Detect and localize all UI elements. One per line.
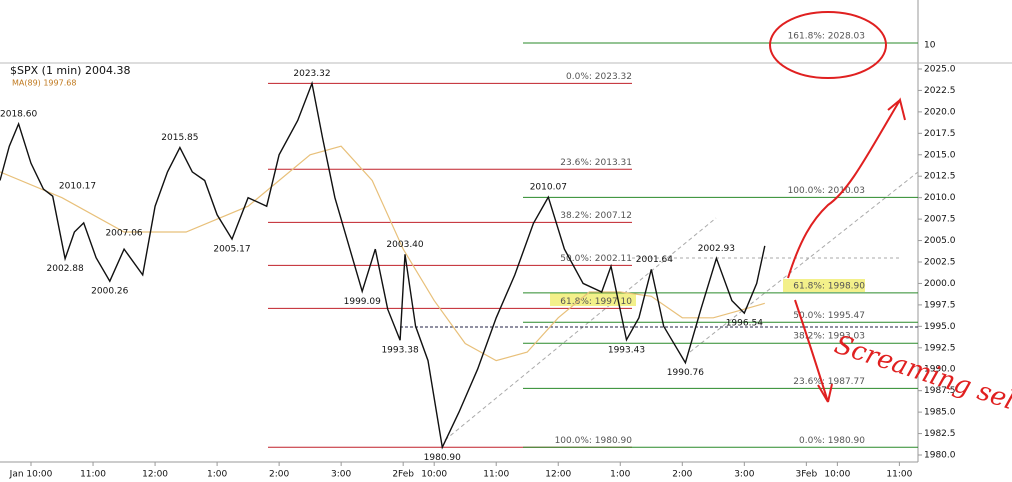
- y-tick-label: 1990.0: [924, 365, 956, 375]
- price-label: 2002.93: [698, 244, 735, 254]
- y-tick-label: 2005.0: [924, 236, 956, 246]
- x-tick-label: Jan 10:00: [9, 470, 53, 480]
- hand-circle: [769, 11, 887, 79]
- fib-label: 161.8%: 2028.03: [788, 31, 865, 41]
- y-tick-label: 1992.5: [924, 343, 956, 353]
- trend-line: [444, 217, 717, 441]
- fib-label: 100.0%: 2010.03: [788, 186, 865, 196]
- y-tick-label: 2017.5: [924, 129, 956, 139]
- x-tick-label: 1:00: [610, 470, 630, 480]
- fib-label: 100.0%: 1980.90: [555, 436, 633, 446]
- y-tick-label: 1982.5: [924, 429, 956, 439]
- hand-arrow: [787, 97, 906, 279]
- x-tick-label: 11:00: [483, 470, 509, 480]
- price-label: 2000.26: [91, 287, 128, 297]
- price-label: 2018.60: [0, 109, 37, 119]
- x-tick-label: 12:00: [545, 470, 571, 480]
- fib-label: 38.2%: 2007.12: [560, 211, 632, 221]
- fib-label: 0.0%: 1980.90: [799, 436, 865, 446]
- price-label: 2010.07: [530, 183, 567, 193]
- volume-tick-label: 10: [924, 41, 936, 51]
- price-line: [0, 80, 766, 450]
- price-label: 2003.40: [386, 240, 423, 250]
- fib-label: 61.8%: 1997.10: [560, 297, 632, 307]
- price-label: 1990.76: [667, 368, 704, 378]
- x-tick-label: 2Feb: [392, 470, 414, 480]
- y-tick-label: 1995.0: [924, 322, 956, 332]
- x-tick-label: 10:00: [421, 470, 447, 480]
- price-label: 2005.17: [213, 245, 250, 255]
- price-line: [0, 145, 765, 362]
- y-tick-label: 2002.5: [924, 258, 956, 268]
- highlight: [783, 279, 865, 292]
- price-label: 1993.38: [381, 346, 418, 356]
- y-tick-label: 2025.0: [924, 64, 956, 74]
- price-label: 2015.85: [161, 133, 198, 143]
- fib-label: 61.8%: 1998.90: [793, 281, 865, 291]
- price-label: 1993.43: [608, 345, 645, 355]
- x-tick-label: 11:00: [80, 470, 106, 480]
- x-tick-label: 10:00: [824, 470, 850, 480]
- fib-label: 38.2%: 1993.03: [793, 332, 865, 342]
- x-tick-label: 12:00: [142, 470, 168, 480]
- price-label: 1996.54: [726, 319, 763, 329]
- price-label: 2002.88: [47, 264, 84, 274]
- y-tick-label: 2012.5: [924, 172, 956, 182]
- x-tick-label: 1:00: [207, 470, 227, 480]
- x-tick-label: 3:00: [331, 470, 351, 480]
- x-tick-label: 11:00: [886, 470, 912, 480]
- hand-arrow: [794, 299, 833, 403]
- price-label: 1980.90: [424, 453, 461, 463]
- overlays: [0, 0, 1012, 463]
- price-label: 2007.06: [105, 228, 142, 238]
- price-label: 1999.09: [344, 297, 381, 307]
- chart-title: $SPX (1 min) 2004.38: [10, 64, 130, 77]
- ma-label: MA(89) 1997.68: [12, 79, 76, 88]
- y-tick-label: 1980.0: [924, 451, 956, 461]
- y-tick-label: 2000.0: [924, 279, 956, 289]
- fib-label: 50.0%: 1995.47: [793, 311, 865, 321]
- fib-label: 0.0%: 2023.32: [566, 72, 632, 82]
- y-tick-label: 2010.0: [924, 193, 956, 203]
- fib-label: 50.0%: 2002.11: [560, 254, 632, 264]
- y-tick-label: 2022.5: [924, 86, 956, 96]
- y-tick-label: 2015.0: [924, 150, 956, 160]
- highlight: [550, 293, 636, 306]
- x-tick-label: 2:00: [269, 470, 289, 480]
- y-tick-label: 2020.0: [924, 107, 956, 117]
- y-tick-label: 1997.5: [924, 300, 956, 310]
- price-label: 2023.32: [293, 69, 330, 79]
- price-label: 2010.17: [59, 182, 96, 192]
- y-tick-label: 1985.0: [924, 408, 956, 418]
- y-tick-label: 2007.5: [924, 215, 956, 225]
- x-tick-label: 3:00: [734, 470, 754, 480]
- fib-label: 23.6%: 2013.31: [560, 158, 632, 168]
- x-tick-label: 2:00: [672, 470, 692, 480]
- x-tick-label: 3Feb: [796, 470, 818, 480]
- price-label: 2001.64: [636, 255, 673, 265]
- y-tick-label: 1987.5: [924, 386, 956, 396]
- fib-label: 23.6%: 1987.77: [793, 377, 865, 387]
